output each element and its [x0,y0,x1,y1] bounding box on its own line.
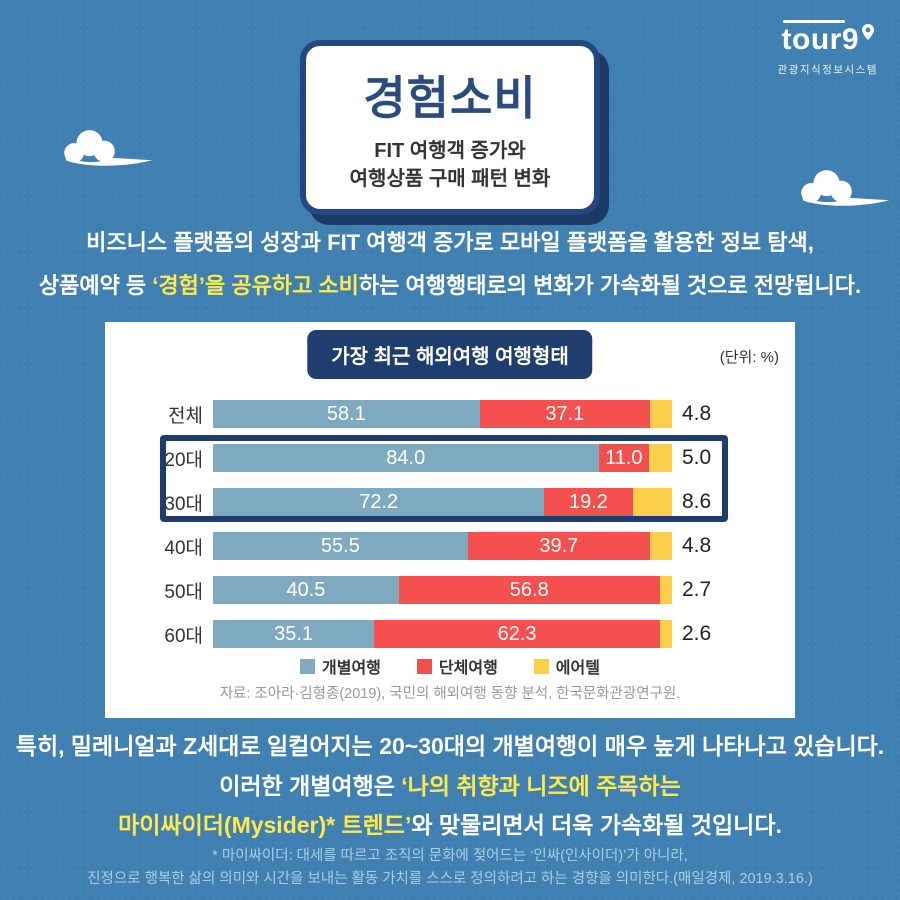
chart-panel: 가장 최근 해외여행 여행형태 (단위: %) 전체 58.1 37.1 4.8 20대… [105,322,795,718]
bar-value: 37.1 [545,402,585,425]
bar-segment-단체여행: 39.7 [467,532,650,560]
bar-segment-개별여행: 40.5 [213,576,399,604]
bar-track: 72.2 19.2 [213,488,672,516]
bar-value: 40.5 [286,578,326,601]
outro-line3-highlight: 마이싸이더(Mysider)* 트렌드’ [118,812,412,839]
bar-segment-에어텔 [660,620,672,648]
intro-line2-post: 하는 여행행태로의 변화가 가속화될 것으로 전망됩니다. [358,272,862,298]
category-label: 30대 [164,493,203,515]
bar-value: 58.1 [326,402,366,425]
footnote-line1: * 마이싸이더: 대세를 따르고 조직의 문화에 젖어드는 ‘인싸(인사이더)’… [212,848,688,864]
bar-segment-에어텔 [649,444,672,472]
page-subtitle-line1: FIT 여행객 증가와 [374,140,526,162]
page-title: 경험소비 [363,72,537,124]
bar-segment-단체여행: 62.3 [374,620,661,648]
chart-title-badge: 가장 최근 해외여행 여행형태 [307,330,593,379]
bar-value: 84.0 [386,446,426,469]
bar-segment-단체여행: 11.0 [598,444,650,472]
bar-outside-value: 2.7 [682,578,712,601]
legend-swatch-icon [533,658,549,674]
category-label: 20대 [164,449,203,471]
legend-label: 단체여행 [438,660,498,677]
bar-track: 55.5 39.7 [213,532,672,560]
bar-outside-value: 5.0 [682,446,712,469]
chart-rows: 전체 58.1 37.1 4.8 20대 84.0 11.0 5.0 30대 72.2 19.2 8.… [105,400,795,664]
bar-value: 56.8 [509,578,549,601]
chart-row-전체: 전체 58.1 37.1 4.8 [105,400,795,428]
category-label: 40대 [164,537,203,559]
bar-track: 84.0 11.0 [213,444,672,472]
legend-label: 개별여행 [322,660,381,677]
bar-value: 72.2 [359,490,399,513]
category-label: 60대 [164,625,203,647]
bar-value: 35.1 [274,622,314,645]
intro-line1: 비즈니스 플랫폼의 성장과 FIT 여행객 증가로 모바일 플랫폼을 활용한 정… [86,230,814,255]
footnote-line2: 진정으로 행복한 삶의 의미와 시간을 보내는 활동 가치를 스스로 정의하려고… [87,871,813,888]
chart-unit-label: (단위: %) [719,349,779,366]
bar-segment-개별여행: 35.1 [213,620,375,648]
bar-segment-개별여행: 55.5 [213,532,468,560]
legend-item-단체여행: 단체여행 [416,654,498,678]
legend-swatch-icon [300,658,316,674]
bar-outside-value: 8.6 [682,490,712,513]
chart-row-60대: 60대 35.1 62.3 2.6 [105,620,795,648]
chart-legend: 개별여행 단체여행 에어텔 [105,654,795,678]
category-label: 50대 [164,581,203,603]
bar-segment-단체여행: 19.2 [544,488,633,516]
bar-value: 11.0 [605,446,643,469]
bar-segment-에어텔 [649,400,672,428]
intro-paragraph: 비즈니스 플랫폼의 성장과 FIT 여행객 증가로 모바일 플랫폼을 활용한 정… [0,222,900,308]
outro-line2-highlight: ‘나의 취향과 니즈에 주목하는 [401,772,681,799]
title-card: 경험소비 FIT 여행객 증가와 여행상품 구매 패턴 변화 [300,40,600,216]
bar-value: 55.5 [320,534,360,557]
intro-line2: 상품예약 등 ‘경험’을 공유하고 소비하는 여행행태로의 변화가 가속화될 것… [0,265,900,308]
bar-outside-value: 4.8 [682,402,712,425]
bar-segment-에어텔 [632,488,672,516]
bar-segment-개별여행: 84.0 [213,444,599,472]
outro-line3-post: 와 맞물리면서 더욱 가속화될 것입니다. [411,812,782,839]
chart-row-50대: 50대 40.5 56.8 2.7 [105,576,795,604]
bar-segment-에어텔 [649,532,672,560]
legend-label: 에어텔 [555,660,600,677]
outro-line2: 이러한 개별여행은 ‘나의 취향과 니즈에 주목하는 [0,767,900,807]
outro-line1: 특히, 밀레니얼과 Z세대로 일컬어지는 20~30대의 개별여행이 매우 높게… [15,733,885,759]
bar-outside-value: 4.8 [682,534,712,557]
tour9-logo: tour9 관광지식정보시스템 [778,20,878,77]
intro-line2-pre: 상품예약 등 [38,272,153,298]
bar-segment-에어텔 [659,576,672,604]
cloud-icon [801,170,890,206]
bar-track: 40.5 56.8 [213,576,672,604]
bar-outside-value: 2.6 [682,622,712,645]
bar-value: 62.3 [497,622,537,645]
footnote: * 마이싸이더: 대세를 따르고 조직의 문화에 젖어드는 ‘인싸(인사이더)’… [0,845,900,891]
intro-line2-highlight: ‘경험’을 공유하고 소비 [152,272,359,298]
bar-segment-개별여행: 58.1 [213,400,480,428]
bar-value: 39.7 [539,534,579,557]
bar-track: 35.1 62.3 [213,620,672,648]
category-label: 전체 [168,405,203,427]
map-pin-icon [862,24,875,40]
page-subtitle-line2: 여행상품 구매 패턴 변화 [349,167,551,190]
chart-row-40대: 40대 55.5 39.7 4.8 [105,532,795,560]
logo-caption: 관광지식정보시스템 [777,64,878,76]
bar-segment-단체여행: 56.8 [398,576,660,604]
cloud-icon [64,130,153,166]
bar-value: 19.2 [568,490,608,513]
legend-item-에어텔: 에어텔 [533,654,600,678]
tour9-wordmark: tour9 [782,20,860,55]
outro-line2-pre: 이러한 개별여행은 [219,772,402,799]
bar-segment-개별여행: 72.2 [213,488,545,516]
bar-segment-단체여행: 37.1 [479,400,650,428]
legend-swatch-icon [416,658,432,674]
bar-track: 58.1 37.1 [213,400,672,428]
chart-source: 자료: 조아라·김형종(2019), 국민의 해외여행 동향 분석, 한국문화관… [219,686,681,702]
outro-paragraph: 특히, 밀레니얼과 Z세대로 일컬어지는 20~30대의 개별여행이 매우 높게… [0,727,900,846]
chart-row-20대: 20대 84.0 11.0 5.0 [105,444,795,472]
chart-row-30대: 30대 72.2 19.2 8.6 [105,488,795,516]
outro-line3: 마이싸이더(Mysider)* 트렌드’와 맞물리면서 더욱 가속화될 것입니다… [0,806,900,846]
legend-item-개별여행: 개별여행 [300,654,381,678]
